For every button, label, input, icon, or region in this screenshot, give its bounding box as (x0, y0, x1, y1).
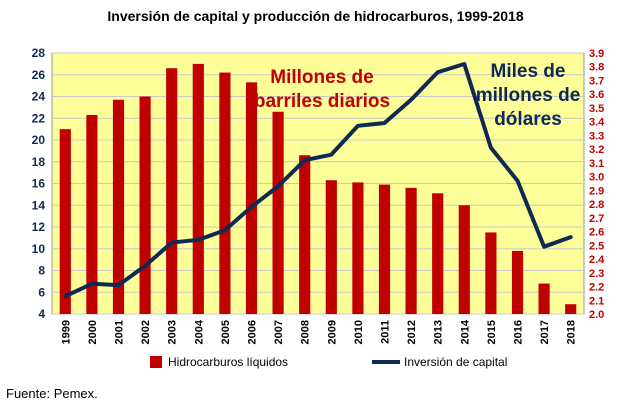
right-axis-tick-label: 2.0 (589, 309, 604, 321)
x-tick-label: 2016 (513, 320, 525, 344)
x-tick-label: 2004 (193, 319, 205, 344)
right-axis-tick-label: 3.8 (589, 62, 604, 74)
left-axis-tick-label: 26 (32, 68, 46, 82)
x-tick-label: 2008 (300, 320, 312, 344)
legend-swatch-bars (150, 356, 162, 368)
x-tick-label: 1999 (60, 320, 72, 344)
bar (538, 283, 550, 314)
left-axis-tick-label: 20 (32, 133, 46, 147)
left-axis-tick-label: 6 (38, 285, 45, 299)
left-axis-tick-label: 8 (38, 264, 45, 278)
bar (352, 182, 364, 314)
bar (272, 111, 284, 314)
source-note: Fuente: Pemex. (6, 386, 98, 401)
x-tick-label: 2009 (326, 320, 338, 344)
x-tick-label: 2014 (459, 319, 471, 344)
bar (325, 180, 337, 314)
right-axis-tick-label: 2.9 (589, 185, 604, 197)
left-axis-tick-label: 28 (32, 46, 46, 60)
line-annotation-line: Miles de (491, 61, 566, 82)
x-tick-label: 2013 (433, 320, 445, 344)
right-axis-tick-label: 2.1 (589, 295, 604, 307)
bar (405, 187, 417, 314)
bar (139, 96, 151, 314)
legend-label-bars: Hidrocarburos líquidos (168, 355, 288, 369)
x-tick-label: 2002 (140, 320, 152, 344)
bar (86, 114, 98, 314)
x-tick-label: 2015 (486, 320, 498, 344)
bar (458, 205, 470, 314)
bar (166, 68, 178, 314)
right-axis-tick-label: 2.5 (589, 240, 604, 252)
left-axis-tick-label: 14 (32, 198, 46, 212)
x-tick-label: 2005 (220, 320, 232, 344)
line-series (63, 61, 573, 299)
right-axis-tick-label: 3.0 (589, 172, 604, 184)
right-axis-tick-label: 2.6 (589, 227, 604, 239)
right-axis-tick-label: 3.7 (589, 75, 604, 87)
right-axis-tick-label: 3.9 (589, 48, 604, 60)
left-axis-tick-label: 4 (38, 307, 45, 321)
right-axis-tick-label: 3.6 (589, 89, 604, 101)
left-axis-tick-label: 18 (32, 155, 46, 169)
right-axis-tick-label: 3.4 (589, 117, 605, 129)
right-axis-tick-label: 2.7 (589, 213, 604, 225)
bar (112, 99, 125, 314)
x-tick-label: 2006 (247, 320, 259, 344)
bar (192, 63, 204, 314)
left-axis-tick-label: 22 (32, 111, 46, 125)
bar (565, 304, 577, 314)
bar (378, 184, 391, 314)
chart-title: Inversión de capital y producción de hid… (107, 8, 524, 24)
x-tick-label: 2011 (380, 320, 392, 344)
bar (299, 155, 311, 314)
legend-label-line: Inversión de capital (404, 355, 507, 369)
x-tick-label: 2010 (353, 320, 365, 344)
right-axis-tick-label: 3.2 (589, 144, 604, 156)
bar (245, 82, 258, 314)
bar (485, 232, 497, 314)
right-axis-tick-label: 3.3 (589, 130, 604, 142)
x-tick-label: 2003 (167, 320, 179, 344)
right-axis-tick-label: 2.8 (589, 199, 604, 211)
bar (432, 193, 444, 314)
x-tick-label: 2007 (273, 320, 285, 344)
line-annotation-line: dólares (494, 109, 562, 130)
right-axis-tick-label: 3.5 (589, 103, 604, 115)
right-axis-tick-label: 3.1 (589, 158, 604, 170)
x-tick-label: 2012 (406, 320, 418, 344)
x-tick-label: 2018 (566, 320, 578, 344)
left-axis-tick-label: 10 (32, 242, 46, 256)
bar (511, 250, 524, 314)
right-axis-tick-label: 2.4 (589, 254, 605, 266)
bars-annotation-line: Millones de (270, 67, 373, 88)
x-tick-label: 2017 (539, 320, 551, 344)
left-axis-tick-label: 24 (32, 90, 46, 104)
bar (59, 129, 71, 314)
bars-annotation-line: barriles diarios (254, 91, 390, 112)
x-tick-label: 2000 (87, 320, 99, 344)
left-axis-tick-label: 12 (32, 220, 46, 234)
right-axis-tick-label: 2.2 (589, 282, 604, 294)
right-axis-tick-label: 2.3 (589, 268, 604, 280)
x-tick-label: 2001 (114, 320, 126, 344)
chart: 4 6 8 10 12 14 16 18 20 22 24 26 28 2.0 2.12.2 2.3 2.4 2.… (32, 46, 606, 369)
bar (219, 72, 231, 314)
left-axis-tick-label: 16 (32, 177, 46, 191)
line-annotation-line: millones de (476, 85, 581, 106)
